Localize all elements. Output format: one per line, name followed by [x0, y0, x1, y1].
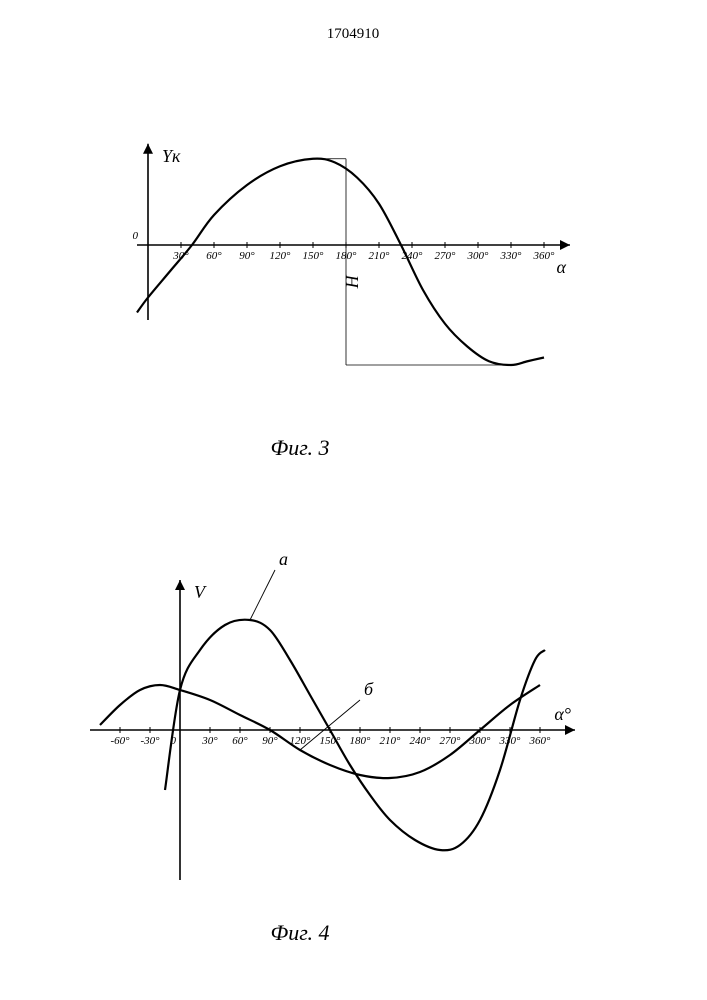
fig3-x-label: α [557, 257, 567, 277]
fig3-x-tick-label: 360° [533, 250, 556, 262]
document-id: 1704910 [327, 26, 380, 42]
fig4-x-tick-label: -30° [140, 735, 160, 747]
fig4-series-label-а: а [279, 549, 288, 569]
fig4-x-tick-label: 90° [262, 735, 278, 747]
fig3-x-tick-label: 90° [239, 250, 255, 262]
fig4-chart: -60°-30°30°60°90°120°150°180°210°240°270… [90, 549, 575, 945]
fig4-caption: Фиг. 4 [271, 920, 330, 945]
fig4-x-tick-label: 180° [350, 735, 372, 747]
fig3-x-tick-label: 150° [303, 250, 325, 262]
fig3-amplitude-label: H [342, 274, 362, 289]
fig4-x-tick-label: 240° [410, 735, 432, 747]
fig4-x-tick-label: 210° [380, 735, 402, 747]
fig4-x-tick-label: 60° [232, 735, 248, 747]
fig4-x-tick-label: 360° [529, 735, 552, 747]
fig3-x-tick-label: 120° [270, 250, 292, 262]
fig3-origin-label: 0 [133, 230, 139, 242]
fig3-x-tick-label: 330° [500, 250, 523, 262]
fig4-x-tick-label: 270° [440, 735, 462, 747]
fig4-series-label-б: б [364, 679, 374, 699]
fig4-x-label: α° [554, 704, 571, 724]
fig4-curve-б [100, 685, 540, 778]
fig3-x-tick-label: 210° [369, 250, 391, 262]
fig3-chart: 30°60°90°120°150°180°210°240°270°300°330… [133, 144, 571, 460]
fig3-x-tick-label: 300° [467, 250, 490, 262]
fig3-caption: Фиг. 3 [271, 435, 330, 460]
figure-canvas: 1704910 30° 60° 90° 120° 150° 180° 210° 240° 270… [0, 0, 707, 1000]
fig3-y-label: Yк [162, 146, 181, 166]
fig3-x-tick-label: 270° [435, 250, 457, 262]
fig4-x-tick-label: 30° [201, 735, 218, 747]
fig4-y-label: V [194, 582, 207, 602]
fig4-x-tick-label: -60° [110, 735, 130, 747]
fig3-x-tick-label: 60° [206, 250, 222, 262]
